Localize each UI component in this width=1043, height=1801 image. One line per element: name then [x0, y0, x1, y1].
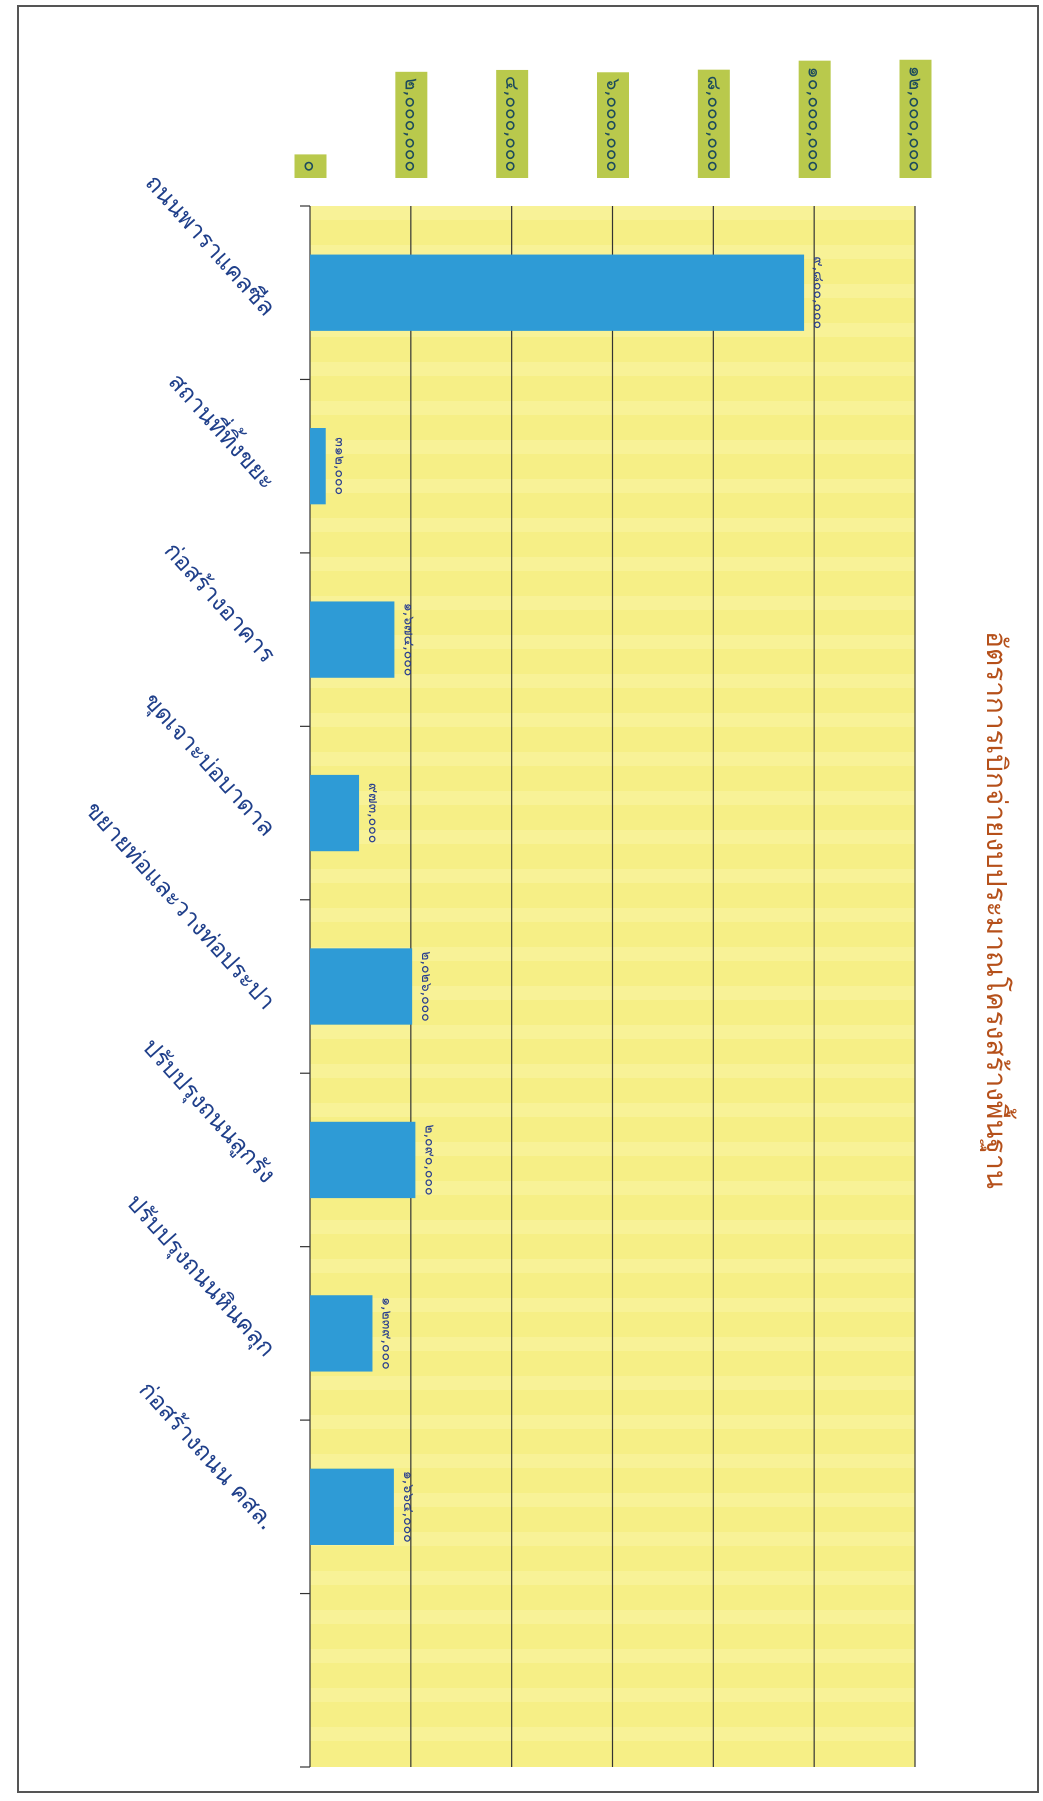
- bar: [309, 428, 326, 505]
- data-label: ๑,๒๓๙,๐๐๐: [378, 1297, 394, 1369]
- data-label: ๒,๐๙๐,๐๐๐: [421, 1124, 437, 1195]
- tick-label-box: [798, 60, 831, 178]
- y-tick-label: ๑๐,๐๐๐,๐๐๐: [804, 67, 826, 172]
- y-tick-label: ๒,๐๐๐,๐๐๐: [400, 78, 422, 172]
- bar: [309, 1468, 394, 1545]
- bar: [310, 948, 413, 1025]
- y-tick-label: ๑๒,๐๐๐,๐๐๐: [905, 66, 927, 172]
- tick-label-box: [697, 69, 730, 178]
- bar: [310, 774, 360, 852]
- data-label: ๑,๖๖๔,๐๐๐: [400, 1471, 416, 1543]
- bar: [310, 1121, 416, 1199]
- y-tick-label: ๖,๐๐๐,๐๐๐: [602, 78, 624, 172]
- data-label: ๙๗๓,๐๐๐: [365, 783, 381, 843]
- y-tick-label: ๔,๐๐๐,๐๐๐: [501, 76, 523, 172]
- y-tick-label: ๐: [300, 160, 322, 172]
- tick-label-box: [597, 72, 629, 178]
- tick-label-box: [294, 154, 327, 178]
- bar: [310, 601, 395, 678]
- data-label: ๑,๖๗๔,๐๐๐: [400, 603, 416, 676]
- tick-label-box: [395, 71, 428, 178]
- bar: [309, 1295, 373, 1372]
- data-label: ๓๑๒,๐๐๐: [332, 437, 348, 495]
- chart-title: อัตราการเบิกจ่ายงบประมาณโครงสร้างพื้นฐาน: [980, 631, 1017, 1189]
- bar: [309, 254, 805, 331]
- data-label: ๙,๘๐๐,๐๐๐: [810, 256, 826, 329]
- tick-label-box: [899, 59, 932, 178]
- data-label: ๒,๐๒๖,๐๐๐: [418, 951, 434, 1021]
- y-tick-label: ๘,๐๐๐,๐๐๐: [703, 76, 725, 172]
- tick-label-box: [496, 69, 529, 178]
